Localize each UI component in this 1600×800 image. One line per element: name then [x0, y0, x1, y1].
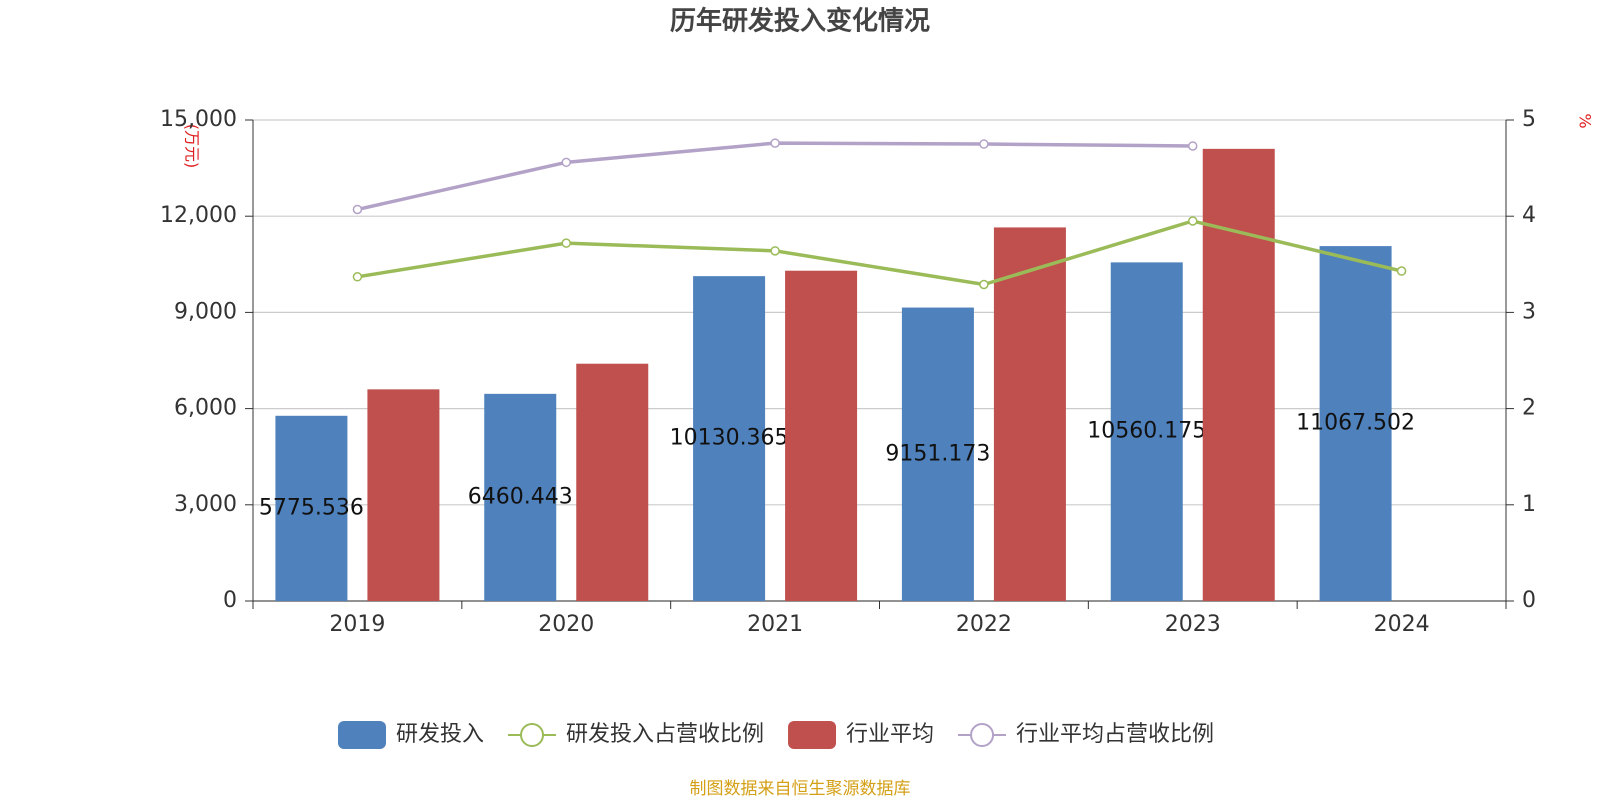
y-tick-label: 15,000 — [160, 107, 237, 132]
line-point — [352, 204, 363, 215]
bar — [1202, 148, 1275, 602]
data-label: 9151.173 — [885, 441, 990, 466]
line-point — [1188, 141, 1198, 151]
bar — [993, 227, 1066, 601]
y2-tick-label: 0 — [1522, 588, 1536, 613]
legend-label[interactable]: 行业平均 — [846, 722, 934, 747]
line-point — [1188, 216, 1198, 226]
source-note: 制图数据来自恒生聚源数据库 — [690, 779, 911, 799]
x-tick-label: 2024 — [1374, 612, 1430, 637]
x-tick-label: 2019 — [329, 612, 385, 637]
legend-swatch[interactable] — [520, 723, 545, 747]
legend-item[interactable]: 行业平均 — [788, 721, 934, 749]
legend-item[interactable]: 行业平均占营收比例 — [958, 722, 1214, 747]
data-label: 10560.175 — [1087, 419, 1206, 444]
bar — [785, 270, 858, 601]
y2-tick-label: 2 — [1522, 396, 1536, 421]
x-tick-label: 2021 — [747, 612, 803, 637]
bar — [576, 363, 649, 601]
line-point — [979, 279, 989, 290]
data-label: 10130.365 — [670, 426, 789, 451]
y-tick-label: 12,000 — [160, 203, 237, 228]
x-tick-label: 2023 — [1165, 612, 1221, 637]
data-label: 6460.443 — [468, 484, 573, 509]
bar — [901, 307, 974, 601]
line-point — [561, 157, 571, 168]
bar — [1319, 246, 1392, 601]
legend-item[interactable]: 研发投入 — [338, 721, 484, 749]
y-axis-label: (万元) — [183, 124, 202, 169]
bar — [367, 389, 440, 601]
legend-swatch[interactable] — [788, 721, 837, 749]
legend-label[interactable]: 行业平均占营收比例 — [1016, 722, 1214, 747]
bar — [275, 415, 348, 601]
data-label: 5775.536 — [259, 495, 364, 520]
line — [357, 141, 1193, 212]
y2-tick-label: 4 — [1522, 203, 1536, 228]
legend-item[interactable]: 研发投入占营收比例 — [508, 722, 764, 747]
legend-swatch[interactable] — [338, 721, 386, 749]
line-point — [979, 139, 989, 149]
line-point — [352, 272, 363, 282]
line-point — [561, 238, 571, 248]
legend-label[interactable]: 研发投入占营收比例 — [566, 722, 764, 747]
y2-tick-label: 3 — [1522, 299, 1536, 324]
y2-tick-label: 5 — [1522, 107, 1536, 132]
x-tick-label: 2022 — [956, 612, 1012, 637]
line-point — [770, 138, 780, 148]
y-tick-label: 6,000 — [174, 396, 237, 421]
y2-axis-label: % — [1576, 113, 1595, 128]
legend-label[interactable]: 研发投入 — [396, 722, 484, 747]
bar — [693, 276, 766, 601]
bar — [484, 393, 557, 601]
chart-title: 历年研发投入变化情况 — [670, 6, 930, 37]
line-point — [1396, 266, 1407, 276]
y-tick-label: 0 — [223, 588, 237, 613]
line — [357, 219, 1402, 287]
y-tick-label: 9,000 — [174, 299, 237, 324]
x-tick-label: 2020 — [538, 612, 594, 637]
legend-swatch[interactable] — [970, 723, 995, 747]
data-label: 11067.502 — [1296, 411, 1415, 436]
y2-tick-label: 1 — [1522, 492, 1536, 517]
bar — [1110, 262, 1183, 601]
y-tick-label: 3,000 — [174, 492, 237, 517]
line-point — [770, 246, 780, 256]
